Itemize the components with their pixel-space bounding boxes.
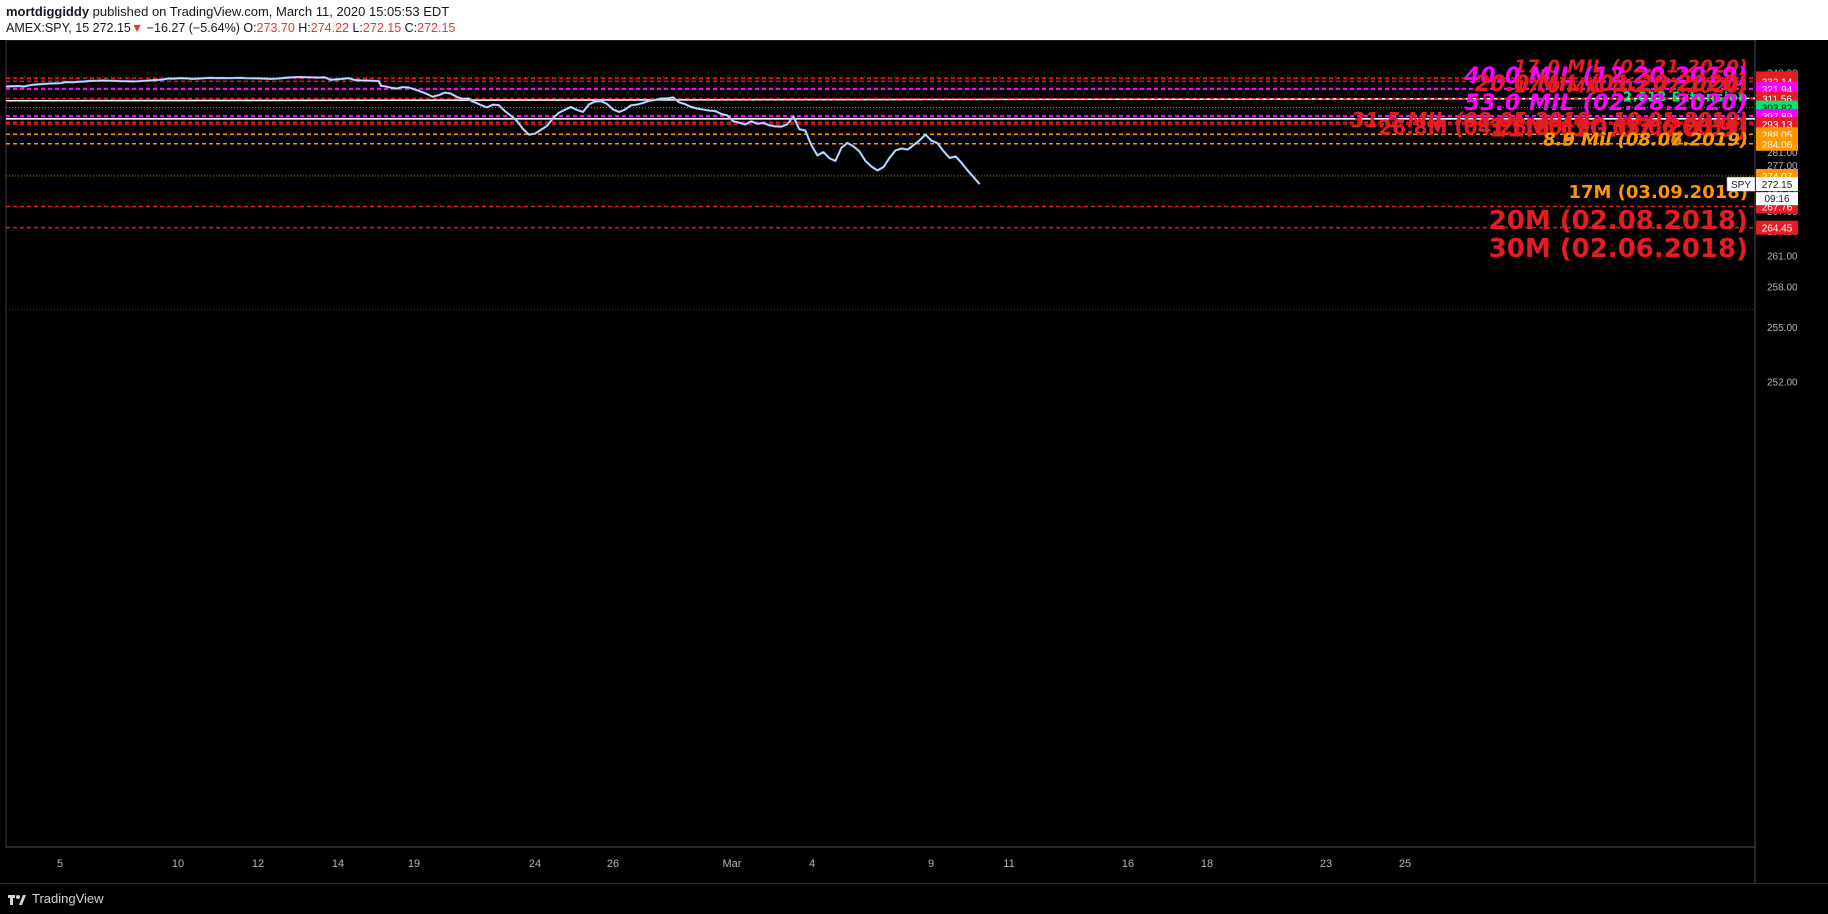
high-value: 274.22 (310, 21, 349, 35)
x-tick-label: 18 (1201, 858, 1213, 870)
x-tick-label: 12 (252, 858, 264, 870)
low-value: 272.15 (362, 21, 402, 35)
x-tick-label: 14 (332, 858, 344, 870)
price-tag-label: 311.56 (1762, 95, 1792, 106)
level-label: 2.618 Extension (1623, 91, 1748, 106)
level-label: 17.0 MIL (02.21.2020) (1514, 56, 1748, 77)
price-series-highlight (5, 76, 980, 185)
x-tick-label: 26 (607, 858, 619, 870)
countdown-tag (1756, 192, 1798, 206)
y-tick-label: 261.00 (1767, 251, 1798, 262)
price-tag-label: 321.94 (1762, 85, 1793, 96)
x-tick-label: 25 (1399, 858, 1411, 870)
plot-area[interactable] (5, 40, 1756, 848)
price-tag-label: 267.76 (1762, 202, 1793, 213)
symbol-tag-label: SPY (1731, 180, 1751, 191)
tradingview-brand[interactable]: TradingView (8, 891, 104, 906)
low-label: L: (352, 21, 363, 35)
annotation-label: 20M (02.08.2018) (1489, 206, 1748, 236)
annotation-label: 11M (10.07.2019) (1489, 114, 1748, 144)
annotation-label: 8.6 Mil (08.06.2019) (1543, 130, 1748, 151)
annotation-label: 20.0 MIL (01.20.2020) (1475, 72, 1748, 97)
x-tick-label: 24 (529, 858, 541, 870)
last-price: 272.15 (92, 21, 131, 35)
last-price-tag-label: 272.15 (1762, 180, 1793, 191)
y-tick-label: 252.00 (1767, 377, 1798, 388)
x-tick-label: 4 (809, 858, 815, 870)
price-tag (1756, 220, 1798, 235)
symbol-tag (1726, 176, 1756, 192)
ohlc-line: AMEX:SPY, 15 272.15▼ −16.27 (−5.64%) O:2… (6, 21, 455, 35)
tradingview-logo-icon (8, 894, 26, 905)
price-tag-label: 293.13 (1762, 120, 1793, 131)
y-tick-label: 255.00 (1767, 323, 1798, 334)
annotation-label: 30M (02.06.2018) (1489, 234, 1748, 264)
author-name[interactable]: mortdiggiddy (6, 4, 90, 19)
price-tag-label: 284.06 (1762, 140, 1793, 151)
price-chart[interactable]: 252.00255.00258.00261.00264.00267.00270.… (0, 40, 1828, 883)
price-change: −16.27 (−5.64%) (146, 21, 240, 35)
x-tick-label: 5 (57, 858, 63, 870)
y-tick-label: 281.00 (1767, 148, 1798, 159)
last-price-tag (1756, 177, 1798, 192)
open-value: 273.70 (256, 21, 295, 35)
level-label: 17.0 MIL (02.27.2020) (1514, 77, 1748, 98)
x-tick-label: 19 (408, 858, 420, 870)
x-tick-label: 11 (1003, 858, 1014, 870)
price-tag (1756, 136, 1798, 151)
close-value: 272.15 (417, 21, 456, 35)
x-tick-label: Mar (723, 858, 742, 870)
x-tick-label: 23 (1320, 858, 1332, 870)
chart-header: mortdiggiddy published on TradingView.co… (0, 0, 1828, 40)
y-tick-label: 258.00 (1767, 282, 1798, 293)
price-tag-label: 264.45 (1762, 224, 1793, 235)
annotation-label: 8.9 Mil (08.07.2019) (1543, 130, 1748, 151)
high-label: H: (298, 21, 311, 35)
x-tick-label: 9 (928, 858, 934, 870)
chart-footer: TradingView (0, 883, 1828, 914)
open-label: O: (243, 21, 257, 35)
annotation-label: 26.8M (04.26.2019 - 05.06.2019) (1378, 115, 1748, 139)
y-tick-label: 277.00 (1767, 161, 1798, 172)
brand-text: TradingView (32, 891, 104, 906)
level-label: 53.0 MIL (02.28.2020) (1465, 91, 1748, 116)
publish-line: mortdiggiddy published on TradingView.co… (6, 4, 449, 19)
published-text: published on TradingView.com, March 11, … (92, 4, 450, 19)
close-label: C: (404, 21, 418, 35)
x-tick-label: 16 (1122, 858, 1134, 870)
price-tag-label: 288.05 (1762, 130, 1793, 141)
countdown-label: 09:16 (1764, 194, 1789, 205)
symbol-label[interactable]: AMEX:SPY, 15 (6, 21, 90, 35)
annotation-label: 17M (03.09.2018) (1568, 182, 1748, 203)
level-label: 40.0 MIL (12.20.2019) (1464, 64, 1748, 89)
x-tick-label: 10 (172, 858, 184, 870)
annotation-label: 31.5 MIL (08.05.2019 - 10.01.2019) (1351, 108, 1748, 132)
down-arrow-icon: ▼ (130, 21, 144, 35)
